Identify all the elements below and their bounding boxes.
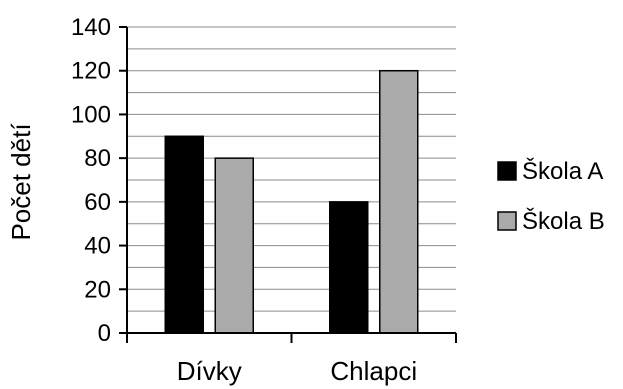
y-tick-label: 80 [84, 145, 111, 172]
y-tick-label: 0 [98, 320, 111, 347]
bars [164, 69, 419, 334]
x-category-label: Chlapci [330, 356, 417, 386]
legend-label: Škola B [522, 207, 605, 235]
bar-skola-b-0 [214, 157, 254, 334]
bar-skola-b-1 [379, 69, 419, 334]
legend-swatch [497, 161, 517, 181]
legend-swatch [497, 211, 517, 231]
x-category-label: Dívky [177, 356, 242, 386]
y-tick-label: 120 [71, 58, 111, 85]
y-tick-label: 100 [71, 101, 111, 128]
legend-label: Škola A [522, 157, 603, 185]
y-tick-labels: 0 20 40 60 80 100 120 140 [71, 14, 111, 347]
legend: Škola A Škola B [497, 157, 605, 235]
bar-skola-a-0 [164, 135, 204, 334]
y-tick-label: 20 [84, 276, 111, 303]
y-tick-label: 60 [84, 189, 111, 216]
y-tick-label: 40 [84, 233, 111, 260]
x-category-labels: Dívky Chlapci [177, 356, 417, 386]
bar-skola-a-1 [329, 201, 369, 334]
y-tick-label: 140 [71, 14, 111, 41]
y-axis-title: Počet dětí [6, 123, 36, 241]
axes [119, 26, 457, 343]
